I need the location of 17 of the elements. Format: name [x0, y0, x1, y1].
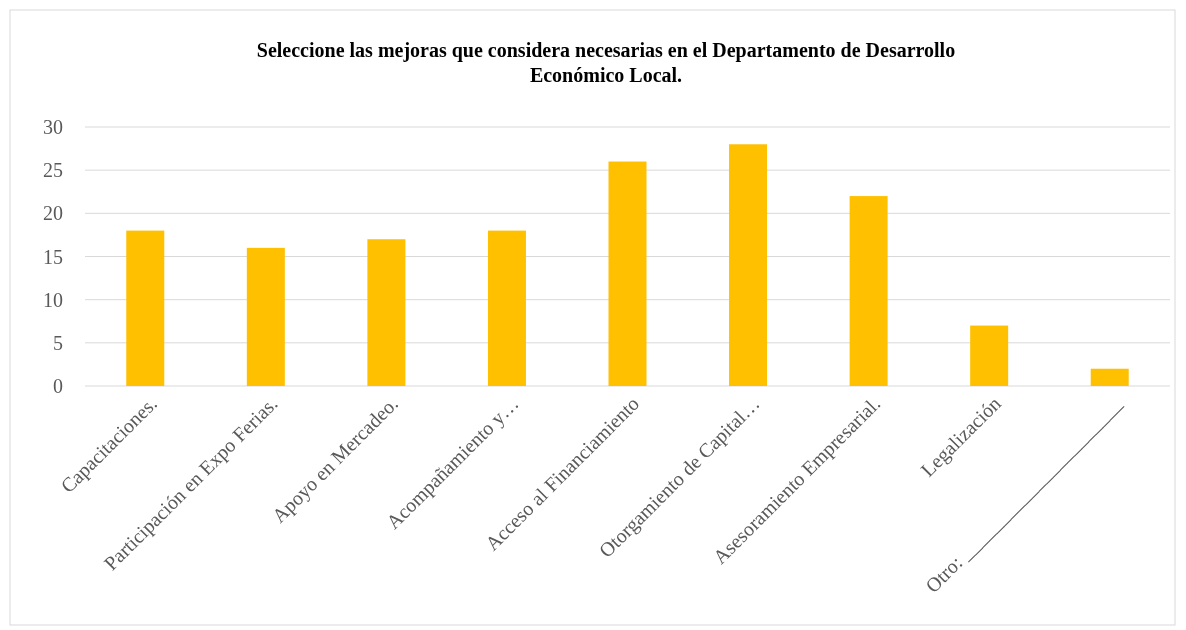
y-tick-label: 30 [43, 116, 63, 138]
y-tick-label: 10 [43, 288, 63, 311]
bar [849, 196, 888, 386]
bar [367, 239, 406, 386]
y-tick-label: 20 [43, 202, 63, 225]
y-tick-label: 0 [53, 375, 63, 397]
chart-title: Seleccione las mejoras que considera necesarias en el Departamento de Desarrollo Económico Local. [256, 39, 956, 86]
y-tick-label: 5 [53, 331, 63, 354]
y-tick-label: 25 [43, 159, 63, 182]
y-tick-label: 15 [43, 245, 63, 268]
bar [246, 247, 285, 386]
bar [126, 230, 165, 386]
bar [608, 161, 647, 386]
bar [729, 144, 768, 386]
bar [1090, 368, 1129, 386]
bar [487, 230, 526, 386]
bar [970, 325, 1009, 386]
